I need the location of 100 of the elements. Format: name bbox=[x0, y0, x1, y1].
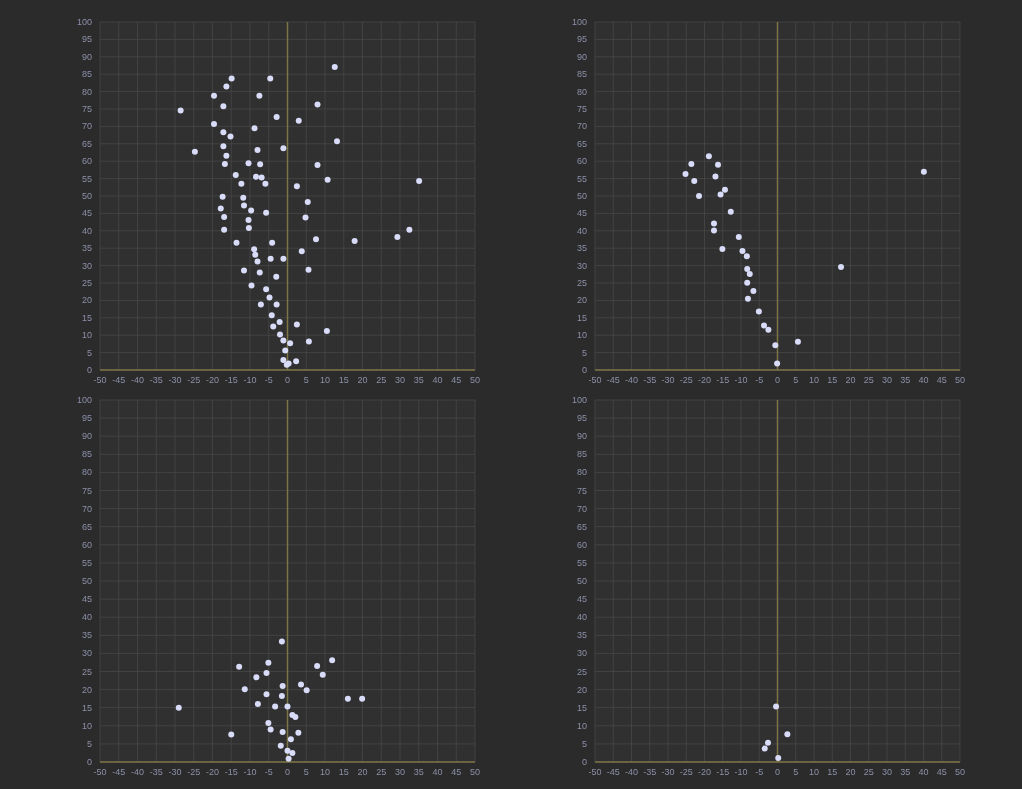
y-tick-label: 80 bbox=[576, 467, 587, 478]
y-tick-label: 10 bbox=[576, 330, 587, 341]
y-tick-label: 85 bbox=[81, 449, 92, 460]
x-tick-label: -50 bbox=[93, 375, 107, 385]
y-tick-label: 50 bbox=[576, 576, 587, 586]
x-tick-label: 30 bbox=[394, 375, 406, 385]
y-tick-label: 80 bbox=[576, 86, 587, 97]
y-tick-label: 65 bbox=[576, 521, 587, 532]
x-tick-label: 25 bbox=[863, 375, 874, 385]
y-tick-label: 70 bbox=[81, 121, 92, 132]
x-tick-label: -45 bbox=[112, 767, 126, 777]
y-tick-label: 5 bbox=[86, 738, 92, 749]
y-tick-label: 90 bbox=[81, 431, 92, 442]
x-tick-label: 0 bbox=[284, 375, 291, 385]
y-tick-label: 85 bbox=[576, 69, 587, 80]
y-tick-label: 20 bbox=[576, 295, 587, 306]
y-tick-label: 100 bbox=[571, 395, 587, 405]
x-tick-label: -30 bbox=[168, 375, 182, 385]
y-tick-label: 50 bbox=[81, 576, 92, 586]
x-tick-label: -25 bbox=[187, 767, 201, 777]
x-tick-label: -20 bbox=[205, 767, 220, 777]
x-tick-label: -35 bbox=[643, 375, 657, 385]
y-tick-label: 80 bbox=[81, 86, 92, 97]
y-tick-label: 30 bbox=[576, 260, 587, 271]
x-tick-label: -10 bbox=[734, 375, 748, 385]
y-tick-label: 20 bbox=[576, 684, 587, 695]
x-tick-label: -35 bbox=[149, 767, 163, 777]
x-tick-label: -5 bbox=[755, 767, 764, 777]
x-tick-label: -25 bbox=[679, 375, 693, 385]
y-tick-label: 55 bbox=[81, 557, 92, 568]
y-tick-label: 55 bbox=[81, 173, 92, 184]
x-tick-label: 45 bbox=[936, 767, 947, 777]
y-tick-label: 0 bbox=[581, 365, 587, 375]
y-tick-label: 100 bbox=[76, 17, 92, 27]
y-tick-label: 45 bbox=[81, 594, 92, 605]
x-tick-label: 40 bbox=[432, 375, 443, 385]
x-tick-label: 5 bbox=[303, 767, 309, 777]
x-tick-label: -30 bbox=[661, 767, 675, 777]
x-tick-label: 5 bbox=[793, 767, 799, 777]
y-tick-label: 60 bbox=[81, 156, 92, 167]
x-tick-label: -35 bbox=[149, 375, 163, 385]
x-tick-label: -40 bbox=[130, 767, 145, 777]
y-tick-label: 30 bbox=[81, 648, 92, 659]
x-tick-label: -45 bbox=[606, 375, 620, 385]
x-tick-label: -50 bbox=[93, 767, 107, 777]
x-tick-label: -15 bbox=[224, 767, 238, 777]
x-tick-label: -45 bbox=[606, 767, 620, 777]
y-tick-label: 30 bbox=[576, 648, 587, 659]
x-tick-label: 45 bbox=[451, 767, 462, 777]
y-tick-label: 25 bbox=[81, 666, 92, 677]
y-tick-label: 95 bbox=[576, 413, 587, 424]
y-tick-label: 100 bbox=[571, 17, 587, 27]
x-tick-label: -50 bbox=[588, 767, 602, 777]
y-tick-label: 40 bbox=[576, 612, 587, 623]
y-tick-label: 5 bbox=[581, 738, 587, 749]
x-tick-label: -40 bbox=[130, 375, 145, 385]
y-tick-label: 45 bbox=[81, 208, 92, 219]
y-tick-label: 35 bbox=[81, 243, 92, 254]
y-tick-label: 20 bbox=[81, 684, 92, 695]
x-tick-label: -5 bbox=[755, 375, 764, 385]
y-tick-label: 45 bbox=[576, 594, 587, 605]
x-tick-label: 30 bbox=[881, 767, 893, 777]
x-tick-label: -45 bbox=[112, 375, 126, 385]
x-tick-label: 0 bbox=[284, 767, 291, 777]
x-tick-label: -20 bbox=[205, 375, 220, 385]
x-tick-label: 20 bbox=[357, 375, 368, 385]
y-tick-label: 40 bbox=[576, 225, 587, 236]
x-tick-label: 10 bbox=[319, 767, 331, 777]
x-tick-label: -30 bbox=[168, 767, 182, 777]
x-tick-label: 35 bbox=[900, 767, 911, 777]
x-tick-label: 0 bbox=[774, 767, 781, 777]
x-tick-label: 35 bbox=[413, 767, 424, 777]
y-tick-label: 15 bbox=[576, 312, 587, 323]
y-tick-label: 90 bbox=[576, 431, 587, 442]
x-tick-label: 25 bbox=[863, 767, 874, 777]
y-tick-label: 65 bbox=[81, 138, 92, 149]
x-tick-label: -40 bbox=[624, 375, 639, 385]
x-tick-label: -15 bbox=[716, 375, 730, 385]
x-tick-label: 50 bbox=[469, 767, 481, 777]
x-tick-label: 5 bbox=[303, 375, 309, 385]
y-tick-label: 75 bbox=[576, 485, 587, 496]
x-tick-label: 15 bbox=[827, 375, 838, 385]
y-tick-label: 90 bbox=[81, 51, 92, 62]
y-tick-label: 25 bbox=[576, 278, 587, 288]
x-tick-label: -20 bbox=[697, 375, 712, 385]
y-tick-label: 0 bbox=[581, 757, 587, 767]
y-tick-label: 60 bbox=[81, 539, 92, 550]
x-tick-label: 20 bbox=[357, 767, 368, 777]
y-tick-label: 90 bbox=[576, 51, 587, 62]
x-tick-label: 25 bbox=[376, 375, 387, 385]
y-tick-label: 40 bbox=[81, 612, 92, 623]
y-tick-label: 0 bbox=[86, 757, 92, 767]
x-tick-label: 5 bbox=[793, 375, 799, 385]
y-tick-label: 30 bbox=[81, 260, 92, 271]
x-tick-label: -15 bbox=[716, 767, 730, 777]
x-tick-label: 30 bbox=[394, 767, 406, 777]
x-tick-label: 45 bbox=[451, 375, 462, 385]
y-tick-label: 55 bbox=[576, 557, 587, 568]
y-tick-label: 50 bbox=[576, 191, 587, 201]
x-tick-label: 50 bbox=[954, 375, 966, 385]
